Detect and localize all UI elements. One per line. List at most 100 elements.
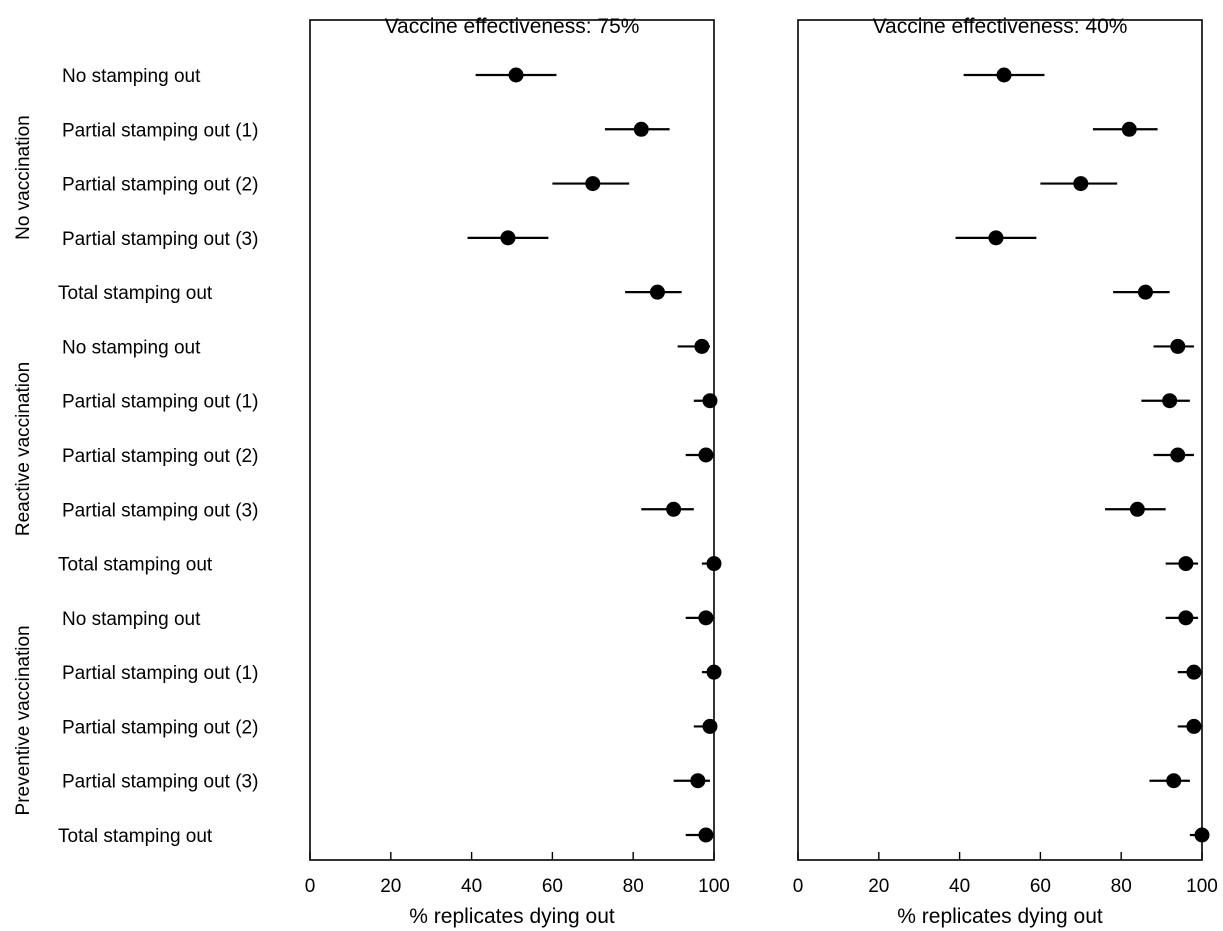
data-point-row-4 [955,230,1037,246]
data-point-row-3 [552,176,630,192]
data-point [666,501,682,517]
panel-2: Vaccine effectiveness: 40% 0 20 40 60 80 100 % … [793,15,1218,928]
row-label: Partial stamping out (3) [62,229,258,250]
data-point-row-14 [1149,773,1190,789]
x-tick-label: 80 [1111,876,1132,897]
x-tick-label: 0 [305,876,316,897]
x-axis-label: % replicates dying out [897,905,1103,928]
row-label: Total stamping out [58,283,213,304]
data-point [690,773,706,789]
group-labels-layer: No vaccination Reactive vaccination Preven… [13,115,34,815]
row-label: Total stamping out [58,826,213,847]
panel-1: Vaccine effectiveness: 75% 0 20 40 60 80 100 % … [305,15,730,928]
x-tick-label: 60 [542,876,563,897]
data-point-row-3 [1040,176,1118,192]
data-point [1137,284,1153,300]
data-point [633,121,649,137]
data-point [1178,556,1194,572]
data-point-row-2 [1092,121,1158,137]
data-point [694,338,710,354]
row-label: No stamping out [62,66,201,87]
data-point [1186,664,1202,680]
data-point-row-7 [693,393,718,409]
row-label: Partial stamping out (2) [62,717,258,738]
panel-frame [797,19,1203,861]
data-point [698,827,714,843]
panels-layer: Vaccine effectiveness: 75% 0 20 40 60 80 100 % … [305,15,1218,928]
data-point-row-12 [701,664,722,680]
data-point-row-10 [1165,556,1198,572]
data-point-row-9 [1105,501,1166,517]
x-tick-label: 40 [461,876,482,897]
group-label: Reactive vaccination [13,362,34,536]
data-point [702,718,718,734]
data-point-row-15 [685,827,714,843]
row-label: Partial stamping out (1) [62,663,258,684]
x-tick-label: 40 [949,876,970,897]
data-point-row-1 [963,67,1045,83]
group-label: No vaccination [13,115,34,240]
panel-title: Vaccine effectiveness: 40% [873,15,1128,38]
row-label: Partial stamping out (1) [62,392,258,413]
data-point [649,284,665,300]
data-point [1170,447,1186,463]
row-label: Partial stamping out (2) [62,446,258,467]
data-point [1162,393,1178,409]
panel-frame [309,19,715,861]
row-label: Partial stamping out (3) [62,500,258,521]
data-point-row-4 [467,230,549,246]
data-point-row-14 [673,773,710,789]
data-point [1186,718,1202,734]
data-point-row-15 [1189,827,1210,843]
data-point [508,67,524,83]
data-point [702,393,718,409]
data-point [585,176,601,192]
data-point-row-7 [1141,393,1190,409]
data-point [1170,338,1186,354]
x-tick-label: 0 [793,876,804,897]
data-point [1194,827,1210,843]
x-tick-label: 20 [380,876,401,897]
data-point-row-11 [685,610,714,626]
row-label: No stamping out [62,337,201,358]
data-point-row-13 [693,718,718,734]
data-point [698,610,714,626]
data-point [988,230,1004,246]
data-point [1129,501,1145,517]
data-point [1166,773,1182,789]
data-point-row-9 [641,501,694,517]
data-point [996,67,1012,83]
data-point [1178,610,1194,626]
data-point [706,664,722,680]
data-point [1073,176,1089,192]
data-point-row-8 [685,447,714,463]
x-tick-label: 60 [1030,876,1051,897]
x-tick-label: 100 [1186,876,1218,897]
panel-title: Vaccine effectiveness: 75% [385,15,640,38]
group-label: Preventive vaccination [13,625,34,815]
data-point-row-12 [1177,664,1202,680]
x-tick-label: 20 [868,876,889,897]
data-point-row-13 [1177,718,1202,734]
data-point-row-6 [677,338,710,354]
x-tick-label: 80 [623,876,644,897]
data-point [706,556,722,572]
data-point-row-5 [625,284,682,300]
row-label: No stamping out [62,609,201,630]
x-axis-label: % replicates dying out [409,905,615,928]
row-label: Partial stamping out (2) [62,175,258,196]
data-point [500,230,516,246]
x-tick-label: 100 [698,876,730,897]
data-point-row-5 [1113,284,1170,300]
row-label: Partial stamping out (3) [62,772,258,793]
data-point-row-11 [1165,610,1198,626]
row-label: Total stamping out [58,555,213,576]
data-point-row-10 [701,556,722,572]
data-point-row-8 [1153,447,1194,463]
data-point-row-1 [475,67,557,83]
data-point [698,447,714,463]
data-point-row-2 [604,121,670,137]
row-label: Partial stamping out (1) [62,120,258,141]
data-point [1121,121,1137,137]
